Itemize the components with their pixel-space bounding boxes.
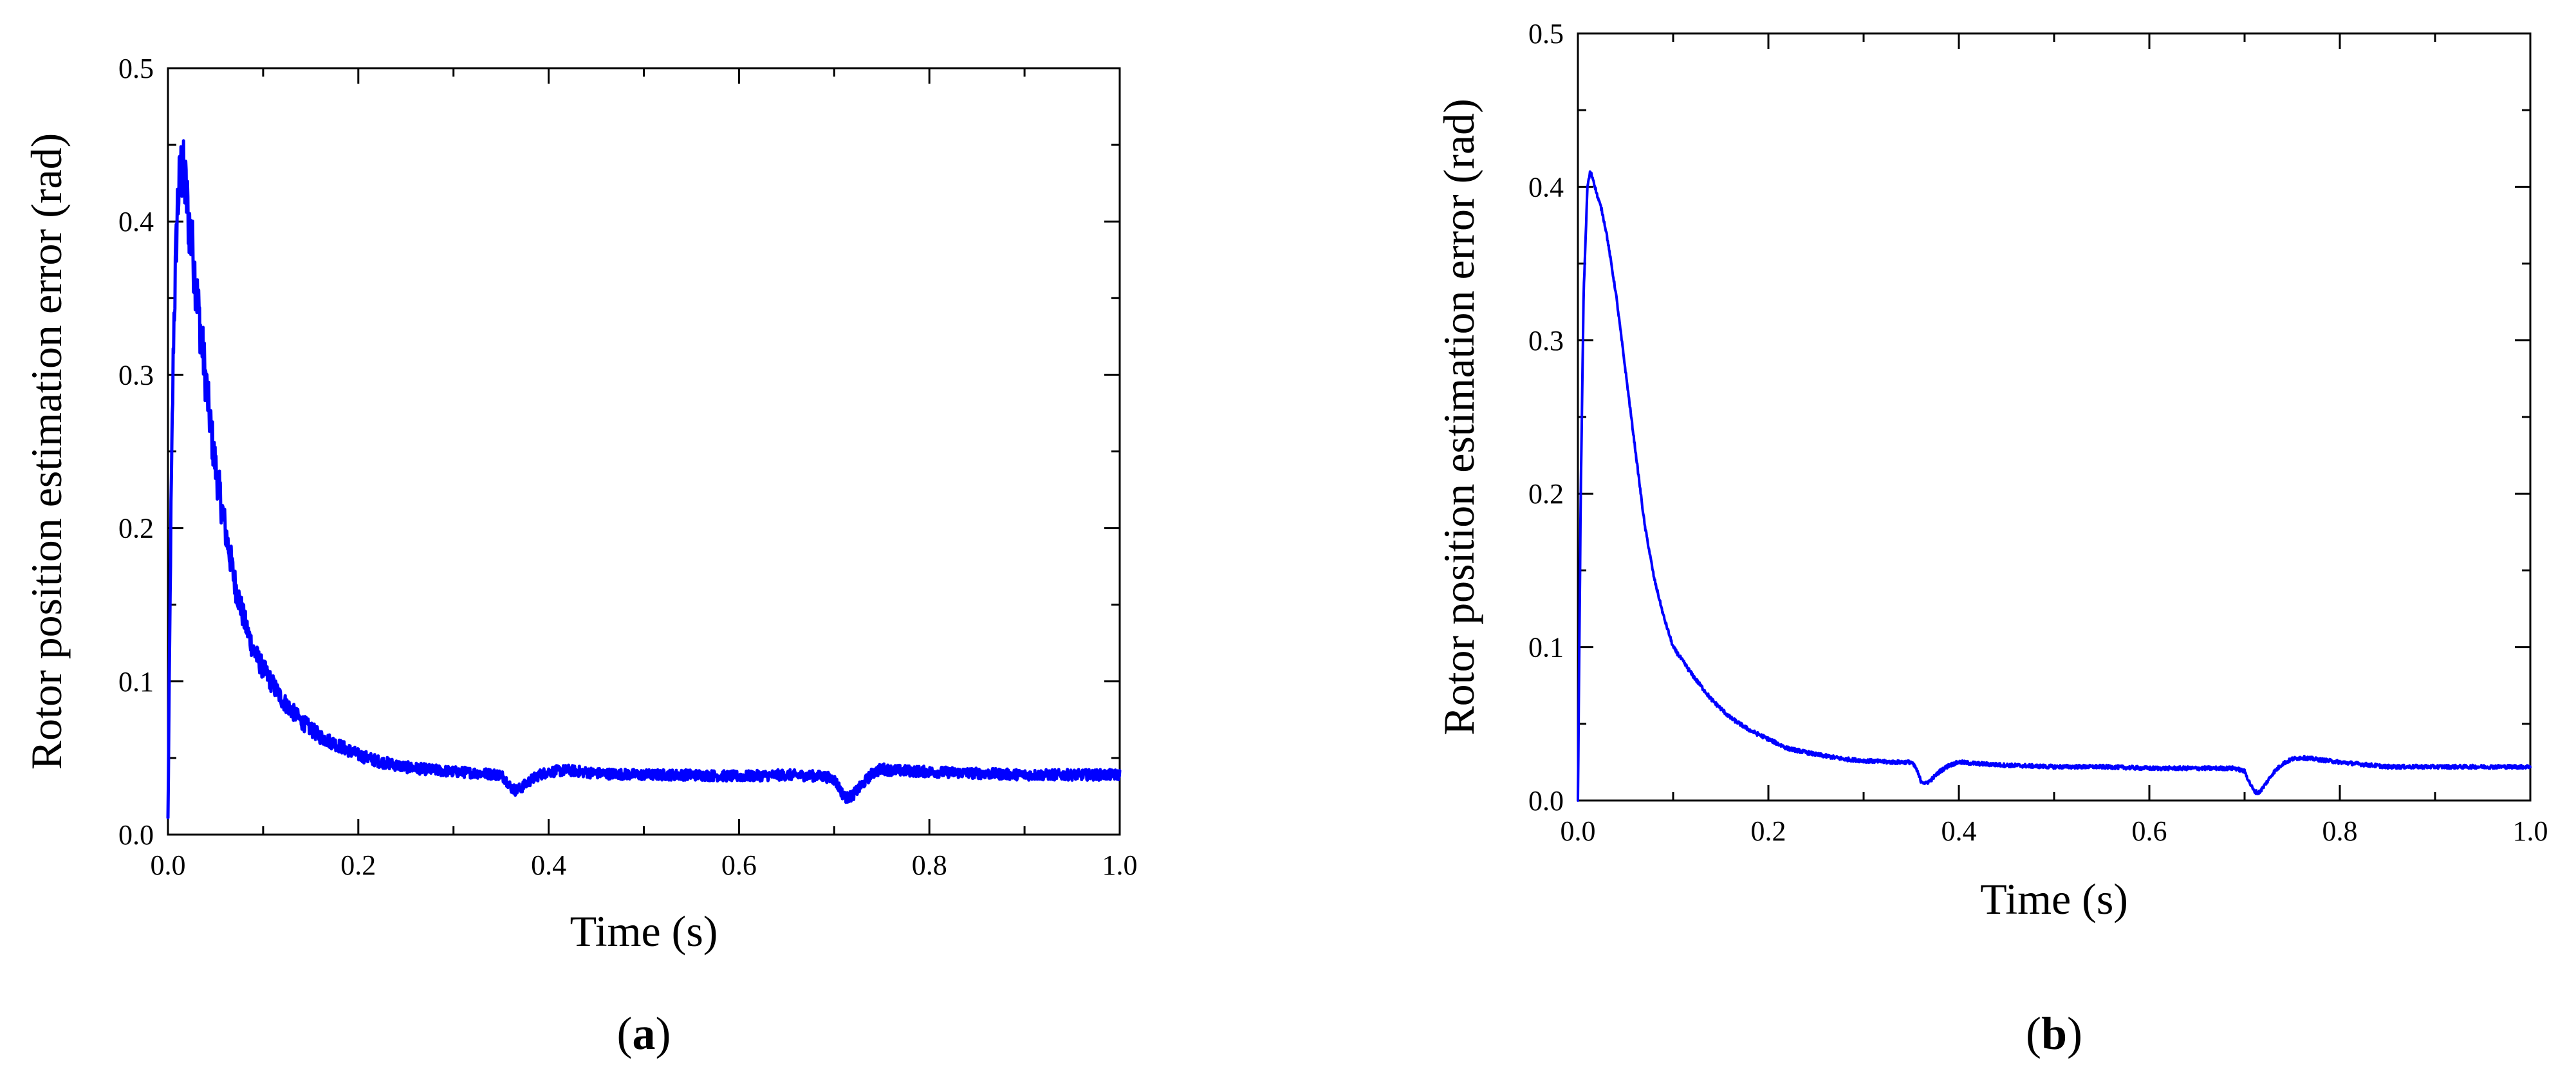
x-axis-title: Time (s) bbox=[570, 907, 718, 956]
x-tick-label: 0.4 bbox=[531, 849, 566, 881]
y-tick-label: 0.1 bbox=[1528, 632, 1564, 663]
x-tick-label: 0.0 bbox=[1561, 815, 1596, 847]
x-tick-label: 0.2 bbox=[1751, 815, 1786, 847]
x-tick-label: 0.6 bbox=[2132, 815, 2167, 847]
chart-panel-b: 0.0 0.2 0.4 0.6 0.8 1.0 0.0 0.1 0.2 0.3 0.4 0.5 Time… bbox=[1434, 18, 2548, 1059]
y-tick-label: 0.3 bbox=[1528, 325, 1564, 356]
y-tick-label: 0.4 bbox=[1528, 171, 1564, 203]
y-tick-label: 0.0 bbox=[118, 819, 154, 851]
series-line-b bbox=[1577, 170, 2532, 802]
x-tick-label: 0.2 bbox=[340, 849, 376, 881]
series-line-a bbox=[166, 139, 1122, 820]
x-axis-title: Time (s) bbox=[1980, 875, 2128, 923]
panel-label: (b) bbox=[2026, 1008, 2082, 1059]
y-tick-label: 0.2 bbox=[118, 513, 154, 544]
y-tick-label: 0.5 bbox=[118, 53, 154, 84]
y-axis-title: Rotor position estimation error (rad) bbox=[22, 133, 71, 770]
x-tick-label: 1.0 bbox=[1102, 849, 1138, 881]
y-tick-label: 0.5 bbox=[1528, 18, 1564, 50]
y-tick-label: 0.0 bbox=[1528, 785, 1564, 817]
x-tick-label: 1.0 bbox=[2513, 815, 2548, 847]
y-tick-label: 0.3 bbox=[118, 359, 154, 391]
x-tick-label: 0.8 bbox=[912, 849, 947, 881]
y-tick-label: 0.4 bbox=[118, 206, 154, 237]
plot-frame bbox=[167, 67, 1121, 836]
x-tick-label: 0.8 bbox=[2322, 815, 2358, 847]
x-tick-label: 0.6 bbox=[721, 849, 757, 881]
x-tick-label: 0.4 bbox=[1941, 815, 1977, 847]
panel-label: (a) bbox=[617, 1008, 671, 1059]
y-tick-label: 0.1 bbox=[118, 666, 154, 698]
y-tick-label: 0.2 bbox=[1528, 478, 1564, 510]
y-axis-title: Rotor position estimation error (rad) bbox=[1434, 98, 1483, 736]
x-tick-label: 0.0 bbox=[151, 849, 186, 881]
chart-panel-a: 0.0 0.2 0.4 0.6 0.8 1.0 0.0 0.1 0.2 0.3 0.4 0.5 Time… bbox=[22, 53, 1138, 1059]
plot-frame bbox=[1577, 32, 2532, 802]
